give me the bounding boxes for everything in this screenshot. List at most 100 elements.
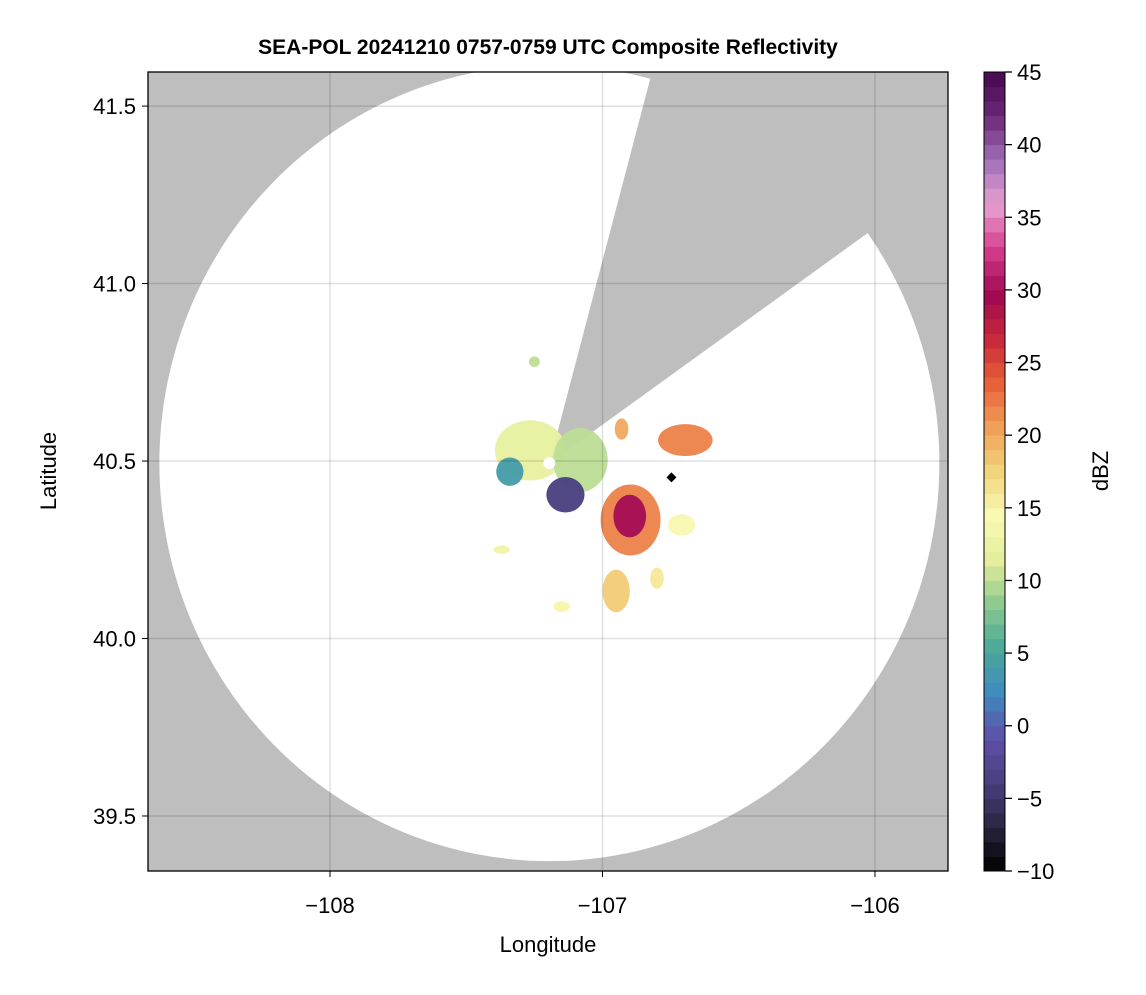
echo-cell: [496, 457, 524, 486]
radar-center-marker: [543, 457, 556, 470]
colorbar-tick-label: 30: [1017, 278, 1041, 303]
echo-cell: [650, 567, 664, 589]
echo-cell: [553, 601, 570, 612]
colorbar-tick-label: 35: [1017, 205, 1041, 230]
colorbar-bin: [984, 464, 1005, 480]
colorbar-bin: [984, 362, 1005, 378]
x-tick-label: −108: [305, 893, 355, 918]
colorbar-bin: [984, 318, 1005, 334]
colorbar-bin: [984, 711, 1005, 727]
colorbar-label: dBZ: [1088, 451, 1113, 491]
blocked-sector: [549, 72, 948, 464]
colorbar-bin: [984, 348, 1005, 364]
colorbar: −10 −5 0 5 10 15 20 25 30 35 40 45: [983, 60, 1054, 884]
colorbar-bin: [984, 202, 1005, 218]
colorbar-frame: [983, 71, 1006, 872]
colorbar-bin: [984, 682, 1005, 698]
colorbar-bin: [984, 406, 1005, 422]
y-tick-label: 41.5: [93, 94, 136, 119]
echo-cell: [602, 569, 630, 613]
colorbar-bin: [984, 769, 1005, 785]
colorbar-bin: [984, 173, 1005, 189]
colorbar-bin: [984, 580, 1005, 596]
colorbar-bin: [984, 449, 1005, 465]
colorbar-bin: [984, 377, 1005, 393]
echo-cell: [528, 356, 540, 367]
colorbar-bin: [984, 86, 1005, 102]
echo-cell: [658, 424, 713, 457]
colorbar-bin: [984, 754, 1005, 770]
y-tick-label: 40.5: [93, 449, 136, 474]
colorbar-tick-label: 25: [1017, 351, 1041, 376]
colorbar-bin: [984, 507, 1005, 523]
colorbar-bin: [984, 725, 1005, 741]
y-tick-label: 41.0: [93, 272, 136, 297]
colorbar-bin: [984, 260, 1005, 276]
x-tick-label: −106: [850, 893, 900, 918]
colorbar-bin: [984, 420, 1005, 436]
colorbar-tick-label: 15: [1017, 496, 1041, 521]
colorbar-bin: [984, 246, 1005, 262]
y-tick-label: 39.5: [93, 804, 136, 829]
echo-cell: [546, 477, 585, 513]
colorbar-tick-label: 0: [1017, 714, 1029, 739]
colorbar-bin: [984, 478, 1005, 494]
colorbar-tick-label: 20: [1017, 423, 1041, 448]
colorbar-bin: [984, 551, 1005, 567]
colorbar-bin: [984, 594, 1005, 611]
colorbar-bin: [984, 653, 1005, 669]
x-tick-label: −107: [578, 893, 628, 918]
colorbar-bin: [984, 275, 1005, 291]
colorbar-bin: [984, 115, 1005, 131]
echo-layer: [493, 356, 713, 613]
colorbar-bin: [984, 304, 1005, 320]
colorbar-bin: [984, 536, 1005, 552]
echo-cell: [614, 418, 629, 440]
x-axis-label: Longitude: [500, 932, 597, 957]
echo-cell: [493, 545, 510, 555]
colorbar-bin: [984, 827, 1005, 843]
colorbar-bin: [984, 783, 1005, 799]
y-tick-label: 40.0: [93, 627, 136, 652]
colorbar-bin: [984, 522, 1005, 538]
colorbar-bin: [984, 72, 1005, 88]
colorbar-bin: [984, 188, 1005, 204]
colorbar-tick-label: 10: [1017, 568, 1041, 593]
colorbar-bin: [984, 391, 1005, 407]
echo-cell: [553, 428, 608, 492]
colorbar-bin: [984, 609, 1005, 625]
colorbar-tick-label: −10: [1017, 859, 1054, 884]
plot-frame: [147, 71, 949, 872]
colorbar-bin: [984, 333, 1005, 349]
colorbar-bin: [984, 696, 1005, 712]
colorbar-bin: [984, 231, 1005, 247]
colorbar-bin: [984, 435, 1005, 451]
y-axis-label: Latitude: [36, 432, 61, 510]
colorbar-tick-label: 45: [1017, 60, 1041, 85]
colorbar-bin: [984, 841, 1005, 857]
colorbar-bin: [984, 740, 1005, 756]
colorbar-bin: [984, 565, 1005, 581]
colorbar-bin: [984, 856, 1005, 872]
colorbar-bin: [984, 624, 1005, 640]
colorbar-tick-label: −5: [1017, 786, 1042, 811]
echo-cell: [667, 514, 696, 536]
colorbar-tick-label: 40: [1017, 133, 1041, 158]
chart-title: SEA-POL 20241210 0757-0759 UTC Composite…: [258, 36, 838, 59]
colorbar-bin: [984, 638, 1005, 654]
colorbar-bin: [984, 667, 1005, 683]
colorbar-tick-label: 5: [1017, 641, 1029, 666]
echo-cell: [613, 494, 647, 538]
colorbar-bin: [984, 101, 1005, 117]
colorbar-bin: [984, 493, 1005, 509]
site-marker: [666, 472, 677, 483]
colorbar-bin: [984, 217, 1005, 233]
colorbar-bin: [984, 159, 1005, 175]
colorbar-bin: [984, 798, 1005, 814]
colorbar-bin: [984, 289, 1005, 305]
colorbar-bin: [984, 144, 1005, 160]
colorbar-bin: [984, 812, 1005, 828]
colorbar-bin: [984, 130, 1005, 146]
